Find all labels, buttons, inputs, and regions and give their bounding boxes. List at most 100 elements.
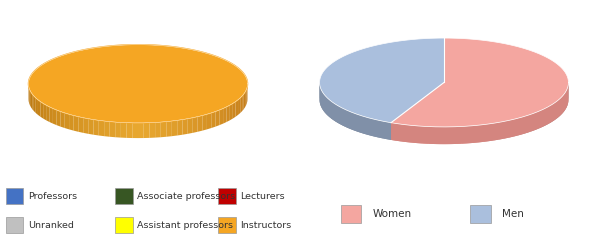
Polygon shape — [202, 114, 207, 131]
Polygon shape — [56, 110, 61, 127]
Polygon shape — [138, 123, 144, 138]
Polygon shape — [401, 124, 407, 142]
Polygon shape — [346, 110, 348, 128]
Polygon shape — [220, 108, 223, 125]
Polygon shape — [483, 124, 488, 142]
Polygon shape — [396, 124, 401, 141]
Bar — [115, 217, 133, 233]
Polygon shape — [326, 96, 327, 115]
Polygon shape — [565, 90, 566, 109]
Text: Unranked: Unranked — [28, 221, 74, 229]
Polygon shape — [554, 102, 556, 120]
Polygon shape — [538, 110, 542, 129]
Bar — [341, 205, 361, 223]
Polygon shape — [478, 125, 483, 143]
Polygon shape — [522, 116, 526, 134]
Polygon shape — [132, 123, 138, 138]
Polygon shape — [29, 88, 30, 105]
Polygon shape — [172, 120, 177, 136]
Polygon shape — [32, 94, 34, 111]
Polygon shape — [230, 103, 233, 120]
Polygon shape — [49, 107, 53, 124]
Polygon shape — [391, 83, 568, 144]
Polygon shape — [564, 92, 565, 111]
Polygon shape — [79, 117, 83, 133]
Polygon shape — [46, 105, 49, 122]
Polygon shape — [545, 107, 548, 126]
Polygon shape — [244, 92, 245, 109]
Polygon shape — [488, 123, 494, 141]
Polygon shape — [321, 89, 322, 108]
Polygon shape — [197, 115, 202, 132]
Polygon shape — [144, 123, 149, 138]
Polygon shape — [499, 121, 503, 140]
Polygon shape — [246, 88, 247, 105]
Polygon shape — [115, 122, 121, 138]
Polygon shape — [322, 91, 323, 109]
Text: Women: Women — [373, 209, 412, 219]
Polygon shape — [320, 38, 444, 123]
Polygon shape — [542, 108, 545, 127]
Polygon shape — [363, 116, 366, 134]
Polygon shape — [53, 108, 56, 125]
Polygon shape — [526, 114, 530, 133]
Polygon shape — [383, 121, 387, 139]
Polygon shape — [161, 122, 166, 137]
Polygon shape — [240, 96, 242, 113]
Polygon shape — [34, 96, 36, 113]
Polygon shape — [376, 120, 380, 138]
Polygon shape — [327, 98, 329, 117]
Polygon shape — [188, 118, 193, 134]
Polygon shape — [518, 117, 522, 136]
Polygon shape — [341, 107, 343, 126]
Polygon shape — [473, 125, 478, 143]
Polygon shape — [323, 94, 325, 112]
Polygon shape — [30, 90, 31, 107]
Polygon shape — [551, 103, 554, 122]
Polygon shape — [407, 125, 412, 143]
Polygon shape — [561, 96, 563, 115]
Polygon shape — [325, 95, 326, 114]
Polygon shape — [535, 112, 538, 130]
Polygon shape — [428, 126, 434, 144]
Polygon shape — [360, 115, 363, 133]
Polygon shape — [149, 122, 155, 138]
Polygon shape — [38, 100, 40, 117]
Polygon shape — [559, 98, 561, 117]
Text: Professors: Professors — [28, 192, 77, 201]
Polygon shape — [211, 111, 215, 128]
Polygon shape — [121, 122, 127, 138]
Polygon shape — [104, 121, 110, 137]
Polygon shape — [233, 102, 236, 119]
Polygon shape — [387, 122, 391, 140]
Polygon shape — [127, 123, 132, 138]
Polygon shape — [461, 126, 467, 144]
Polygon shape — [155, 122, 161, 138]
Polygon shape — [348, 111, 351, 129]
Polygon shape — [65, 113, 69, 129]
Text: Associate professors: Associate professors — [137, 192, 235, 201]
Polygon shape — [215, 110, 220, 127]
Polygon shape — [242, 94, 244, 111]
Bar — [6, 188, 23, 204]
Text: Men: Men — [502, 209, 524, 219]
Bar — [115, 188, 133, 204]
Polygon shape — [343, 108, 346, 127]
Polygon shape — [356, 114, 360, 132]
Polygon shape — [380, 120, 383, 138]
Polygon shape — [456, 126, 461, 144]
Polygon shape — [223, 107, 227, 124]
Polygon shape — [94, 120, 99, 136]
Text: Instructors: Instructors — [240, 221, 292, 229]
Polygon shape — [354, 113, 356, 131]
Polygon shape — [370, 118, 373, 136]
Polygon shape — [227, 105, 230, 122]
Polygon shape — [338, 106, 341, 125]
Polygon shape — [434, 127, 439, 144]
Bar — [218, 217, 236, 233]
Polygon shape — [334, 103, 336, 122]
Polygon shape — [412, 126, 418, 143]
Polygon shape — [43, 103, 46, 120]
Polygon shape — [61, 111, 65, 128]
Polygon shape — [177, 120, 182, 136]
